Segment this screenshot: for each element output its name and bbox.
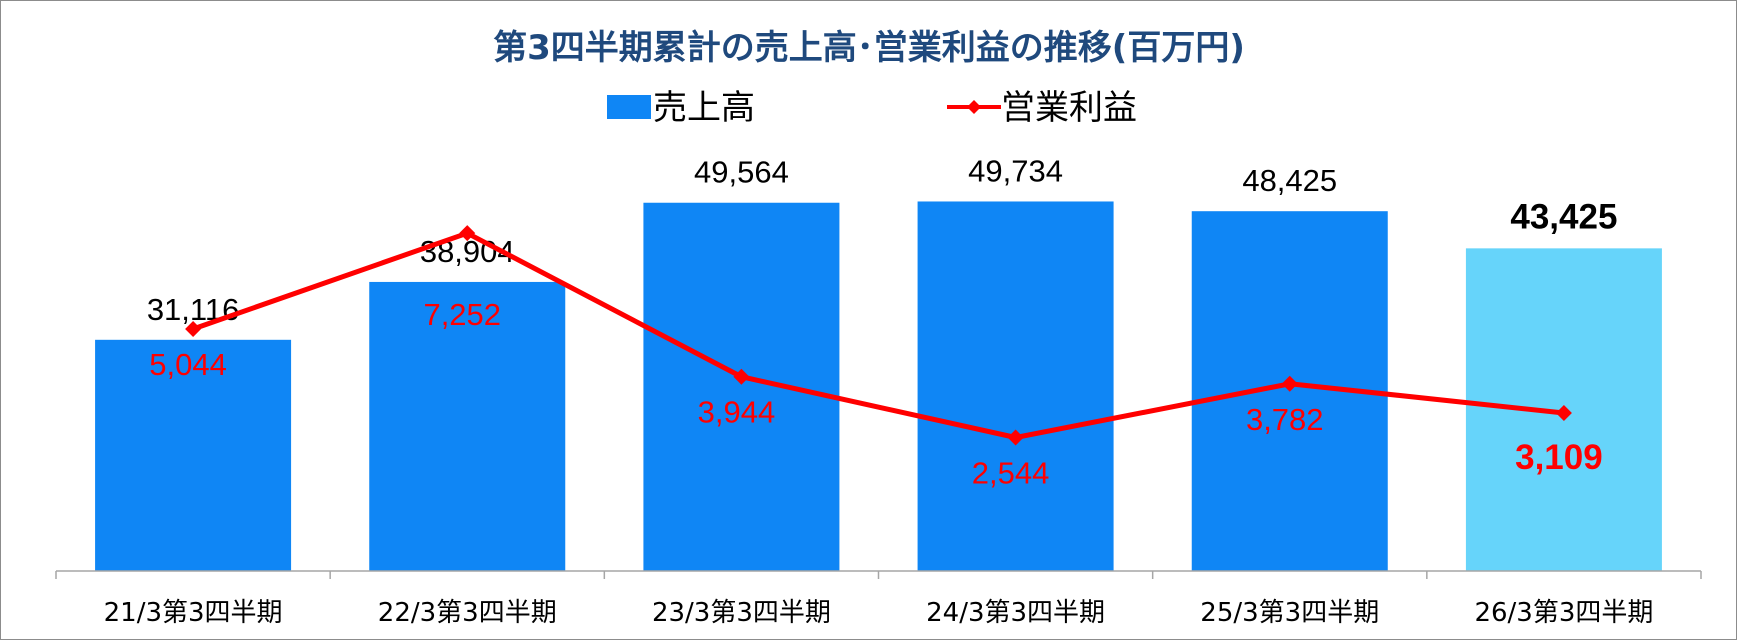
x-tick-label-5: 25/3第3四半期: [1200, 598, 1379, 628]
legend-label-sales: 売上高: [653, 88, 755, 128]
profit-label-1: 5,044: [149, 347, 227, 382]
profit-point-3: [733, 368, 750, 385]
profit-label-6: 3,109: [1515, 438, 1603, 477]
profit-label-2: 7,252: [423, 297, 501, 332]
legend-swatch-sales: [607, 95, 651, 119]
x-tick-label-1: 21/3第3四半期: [104, 598, 283, 628]
profit-point-2: [459, 225, 476, 242]
bar-label-sales-4: 49,734: [968, 153, 1063, 188]
x-tick-label-3: 23/3第3四半期: [652, 598, 831, 628]
bar-label-sales-1: 31,116: [147, 292, 240, 327]
profit-label-3: 3,944: [698, 395, 776, 430]
chart-title: 第3四半期累計の売上高･営業利益の推移(百万円): [493, 28, 1245, 68]
x-tick-label-4: 24/3第3四半期: [926, 598, 1105, 628]
profit-point-1: [185, 321, 202, 337]
bar-sales-1: [95, 339, 292, 571]
profit-point-6: [1555, 404, 1572, 421]
profit-label-4: 2,544: [972, 456, 1050, 491]
x-axis: 21/3第3四半期 22/3第3四半期 23/3第3四半期 24/3第3四半期 25/3…: [55, 570, 1702, 628]
bar-sales-4: [917, 201, 1114, 571]
x-tick-label-2: 22/3第3四半期: [378, 598, 557, 628]
bars: [95, 201, 1662, 572]
legend-marker-operating-profit: [967, 100, 981, 114]
profit-point-5: [1281, 375, 1298, 392]
profit-labels: 5,044 7,252 3,944 2,544 3,782 3,109: [149, 297, 1602, 490]
bar-label-sales-6: 43,425: [1510, 197, 1617, 236]
profit-line: [192, 230, 1565, 440]
legend-label-operating-profit: 営業利益: [1001, 88, 1137, 128]
profit-label-5: 3,782: [1246, 402, 1324, 437]
bar-sales-3: [643, 202, 840, 571]
legend: 売上高 営業利益: [607, 88, 1137, 128]
bar-label-sales-5: 48,425: [1242, 163, 1337, 198]
bar-label-sales-3: 49,564: [694, 155, 789, 190]
profit-line-series: [185, 225, 1572, 446]
profit-point-4: [1007, 429, 1024, 446]
x-tick-label-6: 26/3第3四半期: [1474, 598, 1653, 628]
bar-sales-2: [369, 281, 566, 571]
